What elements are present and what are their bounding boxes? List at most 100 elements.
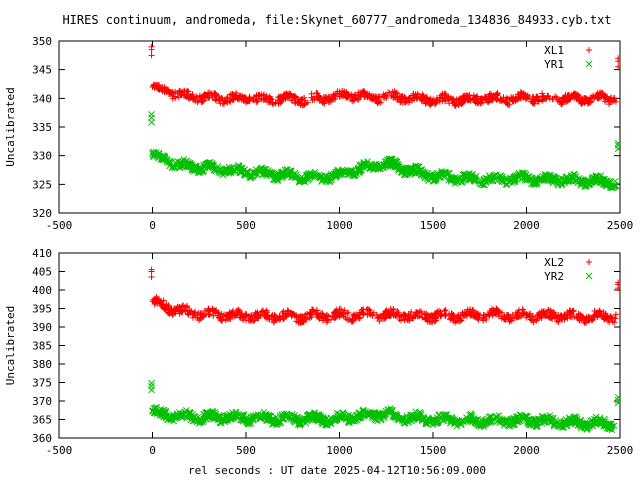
data-point [288, 310, 295, 317]
data-point [384, 311, 391, 318]
data-point [517, 95, 524, 102]
data-point [337, 311, 344, 318]
y-tick-label: 390 [32, 321, 52, 334]
data-point [180, 302, 187, 309]
data-point [475, 316, 482, 323]
data-point [452, 317, 459, 324]
data-point [148, 382, 155, 390]
data-point [520, 414, 528, 421]
data-point [615, 279, 620, 286]
data-point [455, 312, 462, 319]
data-point [277, 93, 284, 100]
data-point [175, 163, 183, 171]
data-point [377, 416, 385, 424]
data-point [490, 173, 497, 180]
data-point [466, 96, 473, 103]
data-point [386, 89, 393, 96]
data-point [462, 92, 469, 99]
data-point [593, 419, 600, 427]
y-tick-label: 330 [32, 150, 52, 163]
data-point [429, 99, 436, 106]
data-point [309, 306, 316, 313]
data-point [539, 94, 546, 101]
data-point [191, 309, 198, 316]
data-point [398, 317, 405, 324]
data-point [154, 82, 161, 89]
data-point [560, 176, 568, 183]
data-point [502, 99, 509, 106]
data-point [273, 420, 281, 428]
data-point [296, 313, 303, 320]
y-axis-label: Uncalibrated [4, 306, 17, 385]
data-point [532, 416, 540, 423]
data-point [615, 63, 620, 70]
data-point [356, 315, 363, 322]
data-point [325, 93, 332, 100]
data-point [168, 163, 176, 171]
data-point [486, 91, 493, 98]
data-point [412, 162, 419, 170]
data-point [611, 183, 618, 191]
data-point [569, 174, 576, 182]
data-point [254, 315, 261, 322]
data-point [454, 313, 461, 320]
data-point [401, 311, 408, 318]
data-point [567, 93, 574, 100]
data-point [570, 419, 578, 426]
x-tick-label: 1000 [326, 219, 353, 232]
data-point [339, 413, 347, 421]
data-point [423, 95, 430, 102]
data-point [436, 98, 443, 105]
data-point [558, 315, 565, 322]
data-point [532, 176, 540, 183]
y-tick-label: 375 [32, 377, 52, 390]
data-point [349, 316, 356, 323]
data-point [561, 316, 568, 323]
data-point [340, 88, 347, 95]
data-point [507, 177, 515, 185]
data-point [483, 316, 490, 323]
y-tick-label: 340 [32, 92, 52, 105]
data-point [259, 412, 267, 420]
data-point [313, 311, 320, 318]
data-point [575, 420, 583, 427]
y-tick-label: 380 [32, 358, 52, 371]
data-point [530, 319, 537, 326]
data-point [262, 414, 270, 422]
data-point [414, 95, 421, 102]
data-point [384, 406, 392, 414]
data-point [570, 308, 577, 315]
data-layer [148, 43, 620, 192]
data-point [236, 92, 243, 99]
data-point [227, 91, 234, 98]
data-point [188, 93, 195, 100]
data-point [494, 95, 501, 102]
data-point [311, 96, 318, 103]
data-point [266, 97, 273, 104]
data-point [273, 317, 280, 324]
data-point [526, 311, 533, 318]
data-point [458, 417, 466, 425]
data-point [431, 317, 438, 324]
series-yr2 [148, 379, 620, 434]
data-point [477, 180, 485, 188]
data-point [301, 101, 308, 108]
data-point [225, 166, 233, 174]
data-point [185, 163, 192, 171]
data-point [258, 412, 266, 420]
data-point [471, 96, 478, 103]
data-point [540, 176, 548, 183]
data-point [401, 168, 409, 176]
data-point [335, 168, 343, 176]
data-point [508, 179, 516, 187]
data-point [315, 92, 322, 99]
data-point [388, 408, 396, 416]
data-point [210, 312, 217, 319]
data-point [584, 316, 591, 323]
data-point [412, 312, 419, 319]
data-point [529, 313, 536, 320]
data-point [240, 411, 247, 418]
data-point [211, 90, 218, 97]
data-point [600, 92, 607, 99]
